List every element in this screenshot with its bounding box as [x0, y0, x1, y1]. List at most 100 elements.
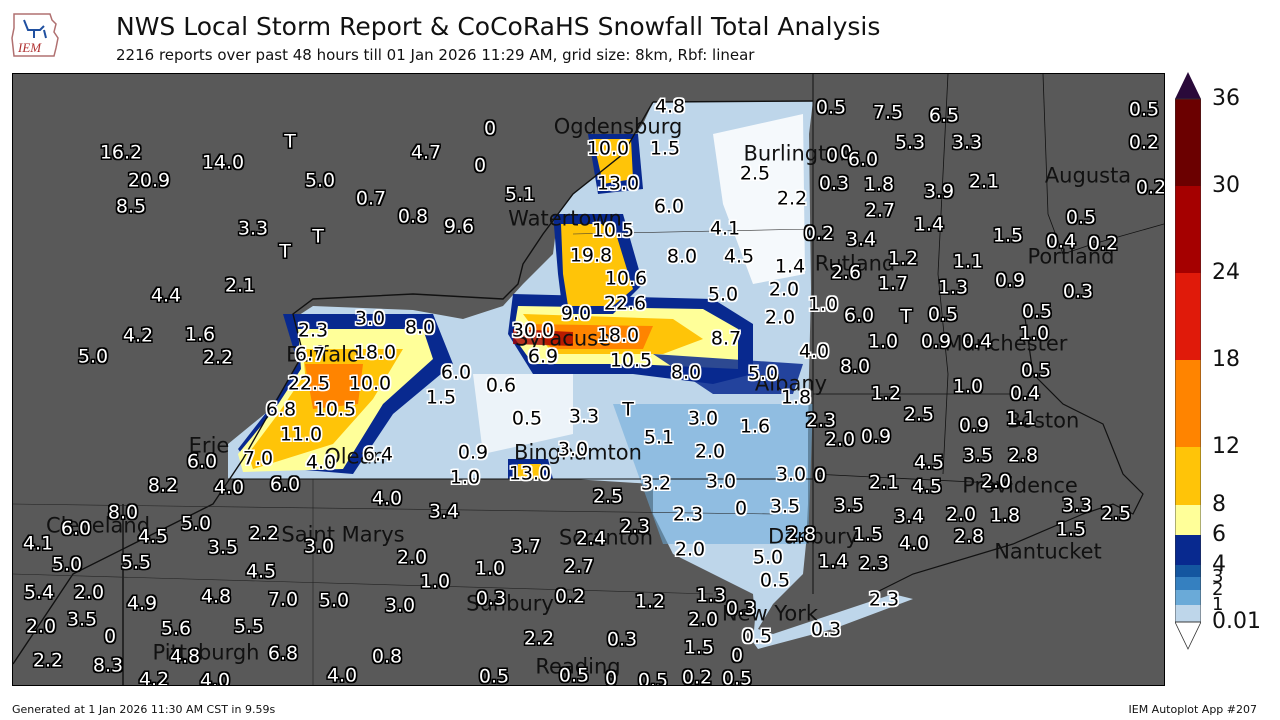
snowfall-value: 4.5 [913, 451, 945, 474]
snowfall-value: 3.4 [845, 228, 877, 251]
snowfall-value: 5.4 [23, 581, 55, 604]
snowfall-value: 4.0 [798, 340, 830, 363]
snowfall-value: 3.3 [951, 131, 983, 154]
city-label: Providence [962, 473, 1078, 498]
colorbar-tick: 12 [1212, 434, 1240, 459]
snowfall-value: 4.0 [898, 532, 930, 555]
city-label: Boston [1006, 408, 1080, 433]
city-label: New York [721, 601, 819, 626]
snowfall-value: 3.4 [893, 505, 925, 528]
city-label: Reading [535, 654, 621, 679]
snowfall-value: 0.8 [371, 645, 403, 668]
snowfall-value: 2.2 [523, 627, 555, 650]
snowfall-value: 8.0 [404, 316, 436, 339]
snowfall-value: 1.0 [1018, 322, 1050, 345]
snowfall-value: 0.9 [958, 414, 990, 437]
snowfall-value: 0.2 [1087, 232, 1119, 255]
snowfall-value: T [622, 398, 634, 421]
city-label: Portland [1027, 244, 1115, 269]
snowfall-value: 1.0 [474, 557, 506, 580]
city-label: Saint Marys [281, 522, 405, 547]
snowfall-value: 8.7 [710, 327, 742, 350]
chart-subtitle: 2216 reports over past 48 hours till 01 … [116, 46, 755, 64]
snowfall-value: 4.0 [305, 451, 337, 474]
snowfall-value: 10.5 [591, 219, 635, 242]
city-label: Rutland [814, 251, 896, 276]
snowfall-value: 4.0 [199, 669, 231, 686]
snowfall-value: 22.5 [287, 372, 331, 395]
snowfall-value: 6.0 [847, 148, 879, 171]
snowfall-value: 0.9 [457, 441, 489, 464]
snowfall-value: 9.0 [560, 302, 592, 325]
snowfall-value: 2.2 [202, 346, 234, 369]
snowfall-value: 0 [734, 497, 748, 520]
snowfall-value: 8.2 [147, 474, 179, 497]
snowfall-value: 2.5 [1100, 502, 1132, 525]
city-label: Olean [324, 444, 386, 469]
snowfall-value: 7.0 [267, 588, 299, 611]
snowfall-value: 1.6 [739, 415, 771, 438]
snowfall-value: 6.0 [843, 304, 875, 327]
snowfall-value: 8.5 [115, 195, 147, 218]
snowfall-value: 0.5 [1128, 98, 1160, 121]
snowfall-value: 0 [813, 464, 827, 487]
snowfall-value: 0.3 [818, 172, 850, 195]
snowfall-value: 3.0 [354, 307, 386, 330]
snowfall-value: 3.3 [1061, 494, 1093, 517]
snowfall-value: 4.5 [723, 245, 755, 268]
snowfall-value: 2.0 [396, 546, 428, 569]
snowfall-value: 2.3 [619, 515, 651, 538]
snowfall-value: 2.8 [1007, 444, 1039, 467]
snowfall-value: 2.5 [903, 403, 935, 426]
snowfall-value: 5.5 [120, 551, 152, 574]
snowfall-value: 3.0 [557, 438, 589, 461]
colorbar-tick: 0.01 [1212, 609, 1261, 634]
app-credit: IEM Autoplot App #207 [1128, 703, 1258, 716]
snowfall-value: 6.7 [294, 343, 326, 366]
snowfall-value: 4.0 [326, 664, 358, 686]
snowfall-value: 0.5 [637, 669, 669, 686]
snowfall-value: 0.5 [1021, 300, 1053, 323]
snowfall-value: 4.8 [169, 645, 201, 668]
snowfall-value: 6.8 [267, 642, 299, 665]
snowfall-value: 3.7 [510, 535, 542, 558]
snowfall-value: 3.3 [568, 405, 600, 428]
snowfall-value: 11.0 [279, 423, 323, 446]
snowfall-value: 1.2 [634, 590, 666, 613]
snowfall-value: 1.5 [649, 137, 681, 160]
snowfall-value: 3.5 [66, 608, 98, 631]
snowfall-value: 4.1 [709, 217, 741, 240]
snowfall-value: 6.8 [265, 398, 297, 421]
city-label: Ogdensburg [553, 114, 683, 139]
snowfall-value: 5.0 [747, 362, 779, 385]
snowfall-value: 1.8 [863, 173, 895, 196]
snowfall-value: 0.5 [927, 303, 959, 326]
snowfall-value: 3.0 [384, 594, 416, 617]
snowfall-value: 0.2 [554, 585, 586, 608]
snowfall-value: 5.0 [318, 589, 350, 612]
snowfall-value: 4.9 [126, 592, 158, 615]
colorbar-tick: 24 [1212, 260, 1240, 285]
snowfall-value: 1.0 [449, 466, 481, 489]
city-label: Burlington [743, 141, 853, 166]
snowfall-value: 4.7 [410, 141, 442, 164]
snowfall-value: 0.8 [397, 205, 429, 228]
snowfall-value: 3.0 [705, 470, 737, 493]
snowfall-value: 20.9 [127, 169, 171, 192]
snowfall-value: 3.2 [640, 472, 672, 495]
colorbar-tick: 1 [1212, 594, 1224, 615]
snowfall-value: 1.2 [870, 382, 902, 405]
snowfall-value: 10.0 [348, 372, 392, 395]
snowfall-value: 0.2 [1135, 176, 1165, 199]
snowfall-value: 2.3 [805, 409, 837, 432]
snowfall-value: 2.1 [868, 471, 900, 494]
snowfall-value: 4.5 [245, 560, 277, 583]
snowfall-value: 1.3 [695, 584, 727, 607]
snowfall-value: 0.9 [994, 269, 1026, 292]
snowfall-value: 0.5 [721, 667, 753, 686]
city-label: Albany [754, 371, 828, 396]
snowfall-value: 2.0 [73, 581, 105, 604]
snowfall-value: 3.0 [775, 463, 807, 486]
snowfall-value: 5.1 [504, 183, 536, 206]
city-label: Sunbury [466, 591, 554, 616]
